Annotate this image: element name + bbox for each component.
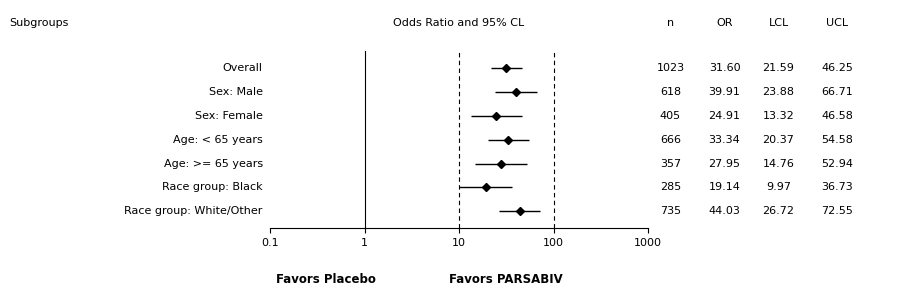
Text: 23.88: 23.88: [762, 87, 795, 97]
Text: 39.91: 39.91: [708, 87, 741, 97]
Text: 1023: 1023: [656, 63, 685, 73]
Text: 735: 735: [660, 206, 681, 216]
Text: 24.91: 24.91: [708, 111, 741, 121]
Text: Favors PARSABIV: Favors PARSABIV: [449, 273, 563, 285]
Text: 52.94: 52.94: [821, 158, 853, 168]
Text: 33.34: 33.34: [708, 135, 741, 145]
Text: 19.14: 19.14: [708, 182, 741, 192]
Text: 405: 405: [660, 111, 681, 121]
Text: 9.97: 9.97: [766, 182, 791, 192]
Text: 618: 618: [660, 87, 681, 97]
Text: 31.60: 31.60: [708, 63, 741, 73]
Text: Favors Placebo: Favors Placebo: [276, 273, 376, 285]
Text: Subgroups: Subgroups: [9, 18, 68, 28]
Text: LCL: LCL: [769, 18, 788, 28]
Text: 21.59: 21.59: [762, 63, 795, 73]
Text: OR: OR: [716, 18, 733, 28]
Text: Race group: White/Other: Race group: White/Other: [124, 206, 263, 216]
Text: 27.95: 27.95: [708, 158, 741, 168]
Text: Sex: Male: Sex: Male: [209, 87, 263, 97]
Text: 44.03: 44.03: [708, 206, 741, 216]
Text: 20.37: 20.37: [762, 135, 795, 145]
Text: 13.32: 13.32: [762, 111, 795, 121]
Text: 14.76: 14.76: [762, 158, 795, 168]
Text: UCL: UCL: [826, 18, 848, 28]
Text: 357: 357: [660, 158, 681, 168]
Text: 46.58: 46.58: [821, 111, 853, 121]
Text: Age: >= 65 years: Age: >= 65 years: [164, 158, 263, 168]
Text: Sex: Female: Sex: Female: [195, 111, 263, 121]
Text: Overall: Overall: [223, 63, 263, 73]
Text: 54.58: 54.58: [821, 135, 853, 145]
Text: 666: 666: [660, 135, 681, 145]
Text: 26.72: 26.72: [762, 206, 795, 216]
Text: Age: < 65 years: Age: < 65 years: [173, 135, 263, 145]
Text: 46.25: 46.25: [821, 63, 853, 73]
Text: Race group: Black: Race group: Black: [162, 182, 263, 192]
Text: 36.73: 36.73: [821, 182, 853, 192]
Text: 66.71: 66.71: [821, 87, 853, 97]
Text: 72.55: 72.55: [821, 206, 853, 216]
Text: Odds Ratio and 95% CL: Odds Ratio and 95% CL: [393, 18, 525, 28]
Text: 285: 285: [660, 182, 681, 192]
Text: n: n: [667, 18, 674, 28]
